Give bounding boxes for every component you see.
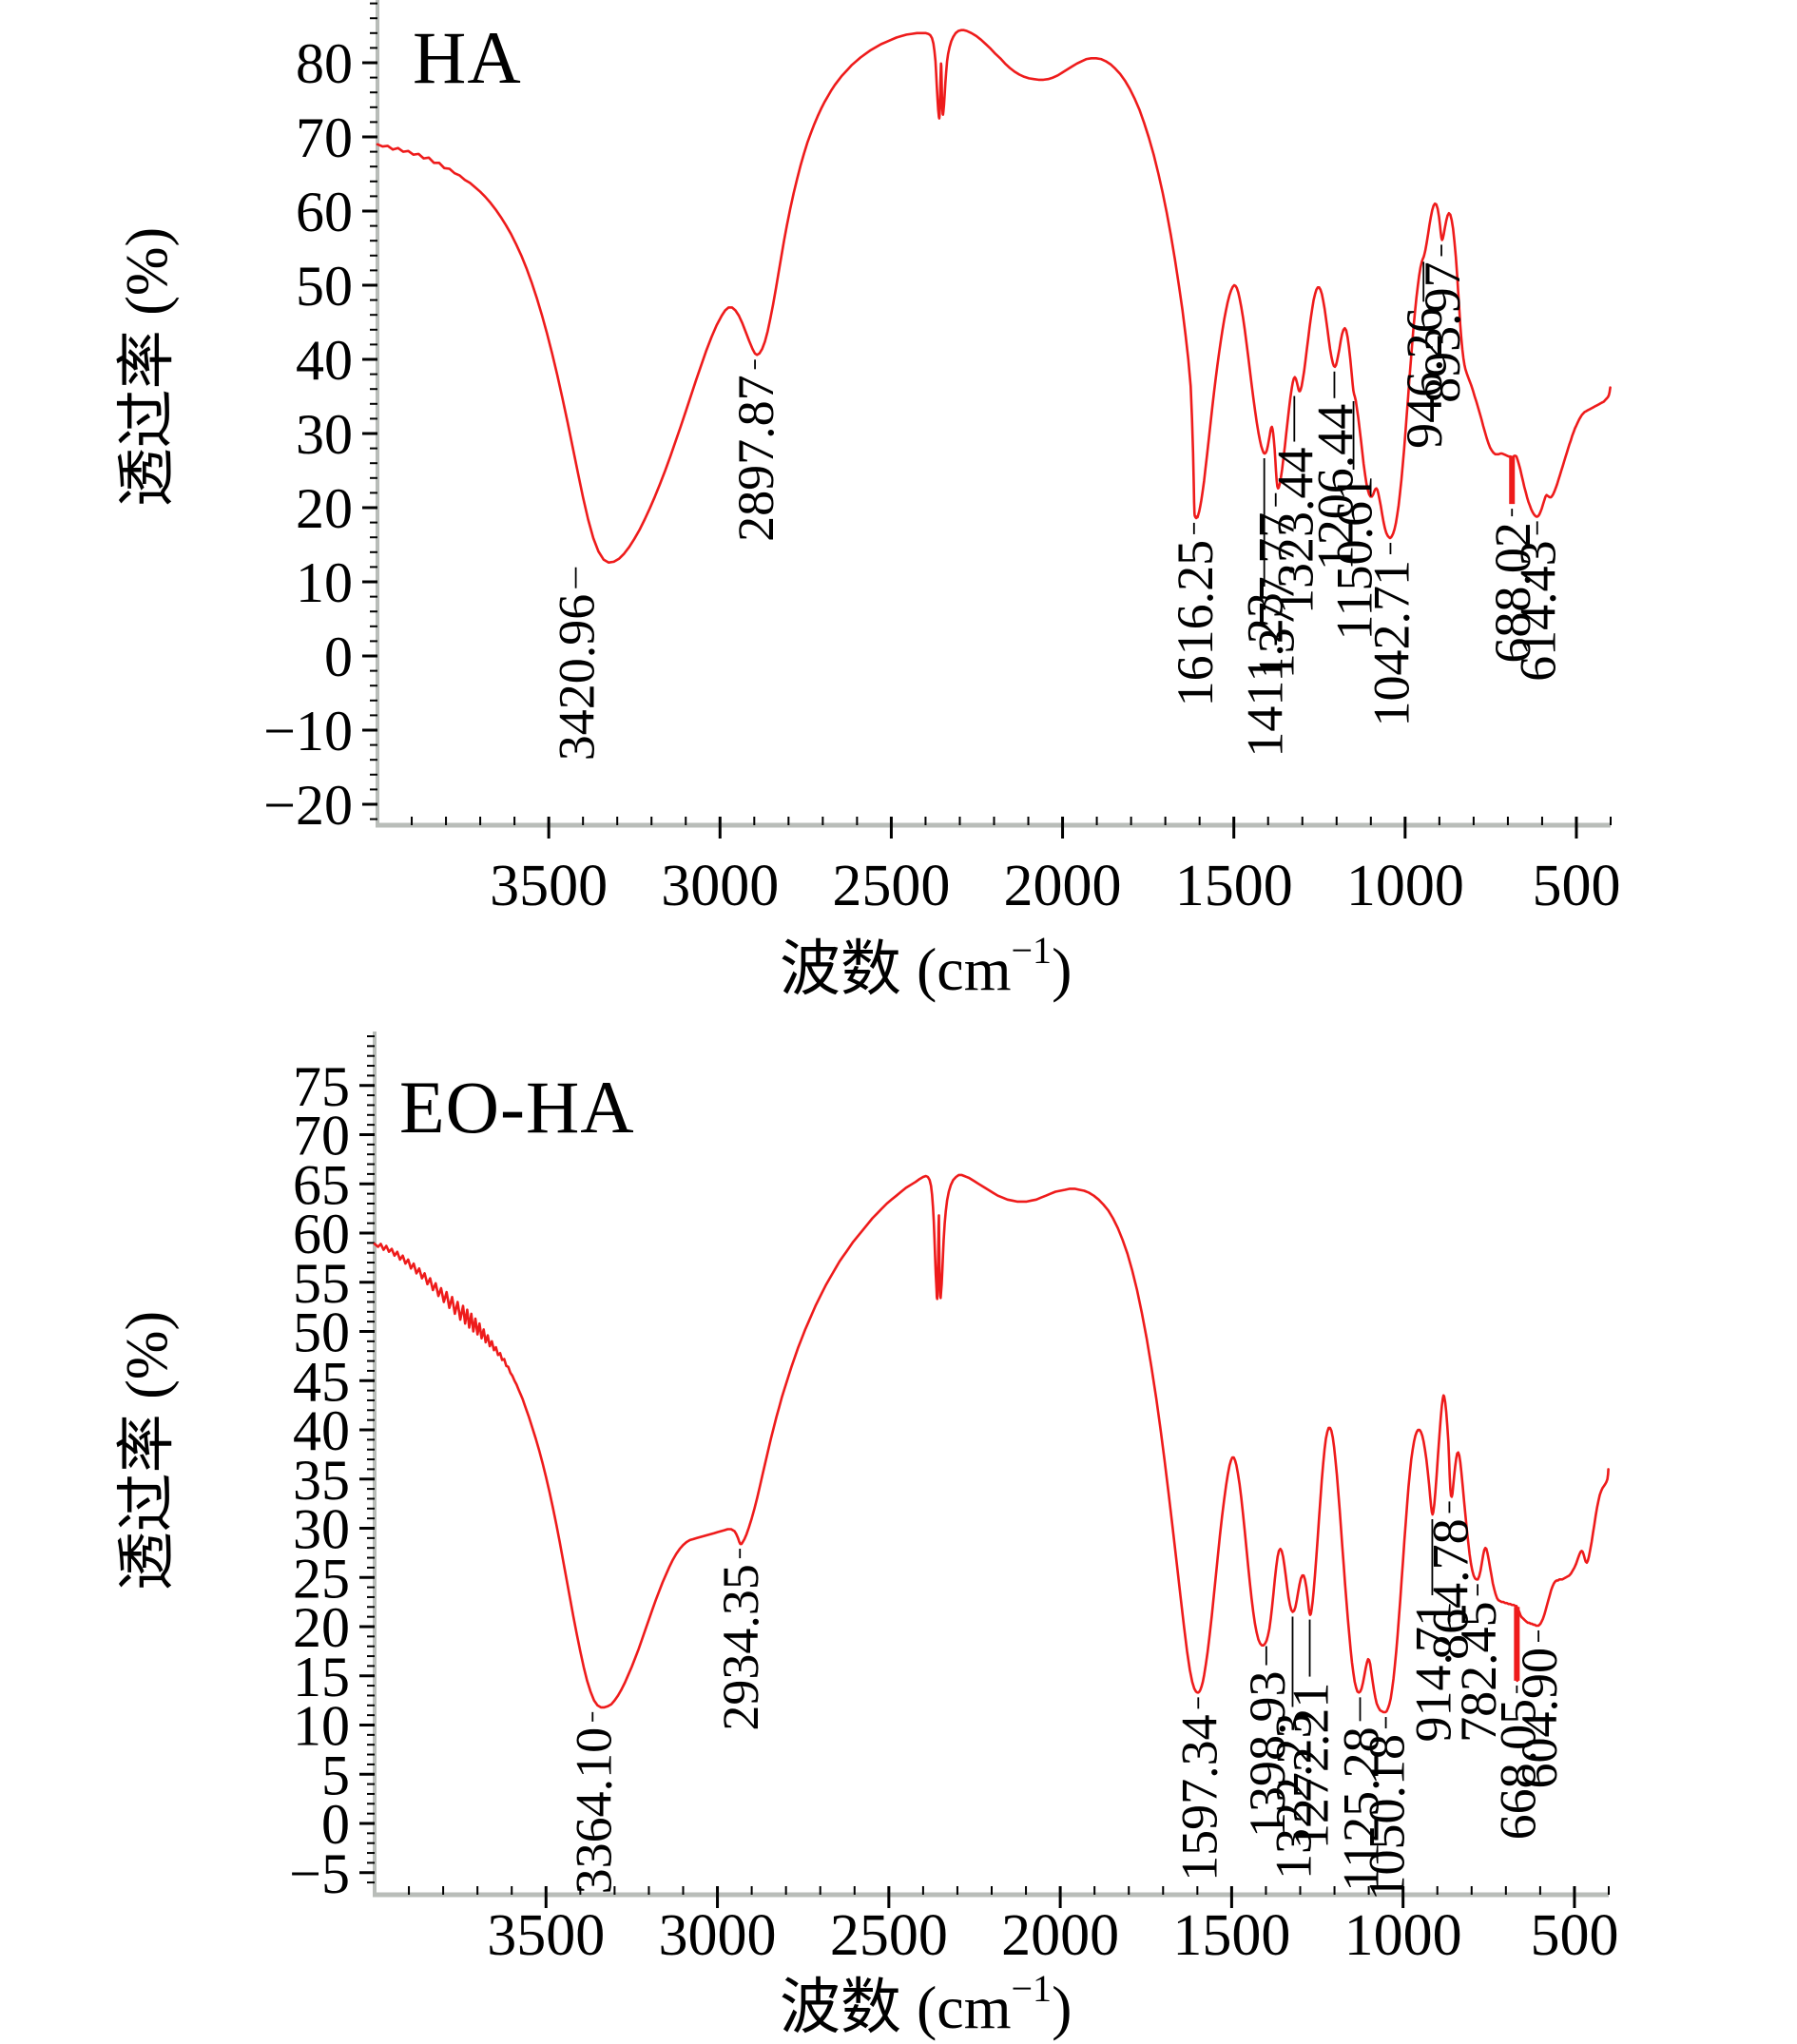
eoha-peak-label: 668.05 (1489, 1699, 1546, 1841)
ha-chart: 80 70 60 50 40 30 20 10 0 −10 −20 3500 3000 2500 2000 1… (263, 0, 1620, 918)
ha-peak-label: 3420.96 (549, 594, 606, 762)
eoha-y-tick-label: 10 (293, 1695, 350, 1758)
eoha-y-tick-label: 60 (293, 1203, 350, 1265)
ha-peak-labels: 3420.96 2897.87 1616.25 1411.231377.771323.… (549, 244, 1567, 761)
ha-peak-label: 688.02 (1484, 522, 1541, 664)
ha-peak-label: 2897.87 (727, 375, 784, 542)
eoha-y-tick-label: 45 (293, 1350, 350, 1413)
ha-x-ticks: 3500 3000 2500 2000 1500 1000 500 (411, 817, 1620, 918)
eoha-peak-label: 1125.28 (1332, 1726, 1389, 1892)
ha-peak-label: 893.97 (1414, 261, 1471, 403)
ha-peak-label: 1411.23 (1237, 592, 1294, 758)
eoha-peak-label: 1322.23 (1265, 1712, 1322, 1880)
eoha-peak-label: 1398.93 (1239, 1671, 1296, 1839)
x-axis-title-eoha: 波数 (cm−1) (780, 1970, 1072, 2038)
x-axis-title-eoha-sup: −1 (1011, 1967, 1053, 2010)
eoha-y-tick-label: 35 (293, 1449, 350, 1512)
eoha-peak-labels: 3364.10 2934.35 1597.34 1398.931322.231272.… (565, 1501, 1568, 1901)
x-axis-title-ha-base: 波数 (cm (780, 935, 1012, 1003)
ha-y-tick-label: 50 (296, 255, 353, 318)
eoha-y-tick-label: 75 (293, 1055, 350, 1118)
ha-y-tick-label: 0 (324, 626, 353, 688)
eoha-y-tick-label: 55 (293, 1252, 350, 1315)
eoha-x-tick-label: 2500 (830, 1903, 948, 1968)
x-axis-title-eoha-base: 波数 (cm (780, 1974, 1012, 2041)
ha-y-tick-label: 20 (296, 477, 353, 540)
ha-x-tick-label: 3500 (490, 854, 608, 918)
eoha-peak-label: 604.90 (1511, 1648, 1568, 1789)
eoha-y-tick-label: 65 (293, 1153, 350, 1216)
x-axis-title-eoha-close: ) (1052, 1974, 1072, 2041)
ha-x-tick-label: 500 (1532, 854, 1620, 918)
eoha-x-tick-label: 1500 (1172, 1903, 1290, 1968)
ha-y-tick-label: 60 (296, 181, 353, 243)
ha-y-tick-label: 10 (296, 551, 353, 614)
eoha-peak-label: 1597.34 (1170, 1714, 1227, 1881)
eoha-y-tick-label: 30 (293, 1498, 350, 1561)
ha-peak-label: 1377.77 (1248, 512, 1305, 680)
eoha-y-tick-label: 40 (293, 1399, 350, 1462)
y-axis-title-eoha: 透过率 (%) (115, 1310, 180, 1591)
chart-title-eoha: EO-HA (399, 1066, 635, 1148)
eoha-peak-label: 1050.18 (1359, 1734, 1416, 1901)
ha-x-tick-label: 2000 (1004, 854, 1122, 918)
y-axis-title-ha: 透过率 (%) (115, 226, 180, 508)
ha-x-tick-label: 1500 (1175, 854, 1293, 918)
eoha-y-tick-label: 70 (293, 1105, 350, 1167)
ha-y-tick-label: −20 (263, 774, 353, 837)
eoha-x-ticks: 3500 3000 2500 2000 1500 1000 500 (408, 1886, 1618, 1968)
eoha-y-tick-label: 50 (293, 1302, 350, 1364)
eoha-peak-label: 3364.10 (565, 1727, 622, 1895)
ha-peak-label: 1323.44 (1266, 448, 1324, 615)
eoha-peak-label: 914.71 (1404, 1601, 1461, 1743)
eoha-y-tick-label: 25 (293, 1547, 350, 1610)
ha-x-tick-label: 1000 (1346, 854, 1464, 918)
eoha-y-tick-label: 0 (321, 1793, 350, 1856)
eoha-x-tick-label: 3000 (659, 1903, 777, 1968)
x-axis-title-ha: 波数 (cm−1) (780, 932, 1072, 1000)
ha-peak-label: 946.26 (1396, 307, 1453, 449)
eoha-peak-label: 2934.35 (712, 1564, 769, 1731)
eoha-y-tick-label: 15 (293, 1646, 350, 1708)
ha-peak-label: 1616.25 (1167, 540, 1224, 707)
eoha-y-tick-label: 5 (321, 1744, 350, 1806)
eoha-y-tick-label: 20 (293, 1596, 350, 1659)
ha-x-tick-label: 3000 (661, 854, 779, 918)
ha-curve (376, 29, 1612, 565)
eoha-peak-label: 1272.21 (1283, 1683, 1340, 1850)
eoha-x-tick-label: 2000 (1001, 1903, 1119, 1968)
eoha-peak-label: 864.78 (1421, 1518, 1478, 1660)
ha-y-tick-label: 40 (296, 329, 353, 392)
ha-x-tick-label: 2500 (832, 854, 950, 918)
ha-peak-label: 1042.71 (1362, 560, 1420, 727)
ha-peak-label: 1150.61 (1326, 475, 1383, 641)
x-axis-title-ha-sup: −1 (1011, 929, 1053, 972)
eoha-x-tick-label: 1000 (1344, 1903, 1462, 1968)
ha-y-tick-label: 30 (296, 403, 353, 466)
ha-y-tick-label: −10 (263, 700, 353, 762)
eoha-y-tick-label: −5 (289, 1842, 350, 1905)
eoha-curve (373, 1173, 1610, 1714)
eoha-axes (373, 1032, 1609, 1898)
x-axis-title-ha-close: ) (1052, 935, 1072, 1003)
eoha-x-tick-label: 3500 (487, 1903, 605, 1968)
chart-title-ha: HA (413, 16, 522, 99)
ha-y-ticks: 80 70 60 50 40 30 20 10 0 −10 −20 (263, 2, 377, 837)
eoha-peak-label: 782.45 (1450, 1601, 1507, 1743)
ha-y-tick-label: 70 (296, 106, 353, 169)
ha-peak-label: 614.43 (1510, 540, 1567, 682)
ha-y-tick-label: 80 (296, 32, 353, 95)
eoha-x-tick-label: 500 (1530, 1903, 1618, 1968)
